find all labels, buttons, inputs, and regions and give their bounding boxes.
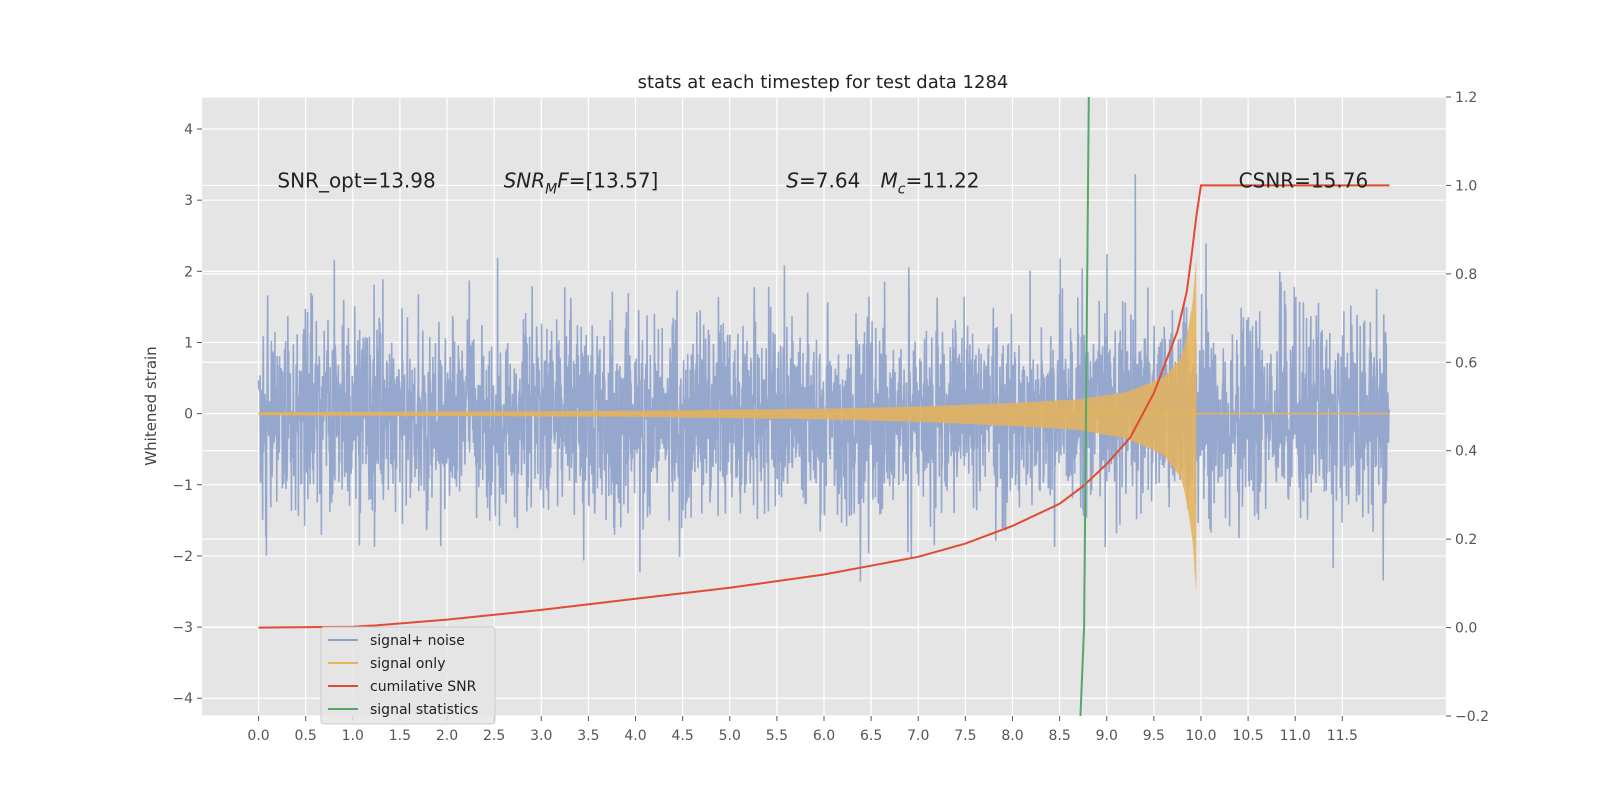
- annotation-s: S=7.64: [786, 168, 860, 192]
- signal-noise-series: [257, 174, 1391, 582]
- x-tick-label: 0.0: [247, 728, 269, 744]
- legend: signal+ noise signal only cumilative SNR si…: [320, 626, 496, 725]
- y-axis-label: Whitened strain: [142, 346, 160, 465]
- line-series: [258, 97, 1390, 716]
- x-tick-label: 9.0: [1096, 728, 1118, 744]
- legend-label: signal statistics: [370, 702, 478, 718]
- x-tick-label: 6.5: [860, 728, 882, 744]
- legend-label: signal only: [370, 656, 445, 672]
- signal-only-envelope: [258, 257, 1197, 594]
- x-tick-label: 1.0: [342, 728, 364, 744]
- y2-tick-label: −0.2: [1455, 709, 1489, 725]
- y2-tick-label: 0.2: [1455, 532, 1477, 548]
- y-tick-label: 4: [184, 122, 193, 138]
- y-tick-label: 1: [184, 335, 193, 351]
- y-tick-label: −4: [172, 691, 193, 707]
- y2-tick-label: 0.6: [1455, 355, 1477, 371]
- x-tick-label: 5.0: [719, 728, 741, 744]
- y-tick-label: 3: [184, 193, 193, 209]
- y-tick-label: −3: [172, 620, 193, 636]
- y2-tick-label: 0.8: [1455, 267, 1477, 283]
- y2-tick-label: 0.0: [1455, 621, 1477, 637]
- x-tick-label: 1.5: [389, 728, 411, 744]
- y2-tick-label: 1.2: [1455, 90, 1477, 106]
- x-tick-label: 10.5: [1233, 728, 1264, 744]
- legend-label: cumilative SNR: [370, 679, 477, 695]
- signal-statistics-line: [1079, 97, 1090, 716]
- x-tick-label: 6.0: [813, 728, 835, 744]
- x-tick-label: 0.5: [295, 728, 317, 744]
- y-tick-label: −1: [172, 478, 193, 494]
- y2-tick-label: 1.0: [1455, 178, 1477, 194]
- y-tick-label: 0: [184, 407, 193, 423]
- y2-tick-label: 0.4: [1455, 444, 1477, 460]
- legend-label: signal+ noise: [370, 633, 465, 649]
- x-tick-label: 7.5: [954, 728, 976, 744]
- x-tick-label: 2.0: [436, 728, 458, 744]
- annotation-snr-mf: SNRMF=[13.57]: [504, 168, 659, 197]
- x-tick-label: 3.5: [577, 728, 599, 744]
- x-tick-label: 7.0: [907, 728, 929, 744]
- signal-only-series: [258, 257, 1390, 594]
- chart-title: stats at each timestep for test data 128…: [638, 72, 1009, 93]
- cumilative-snr-line: [258, 184, 1390, 629]
- x-tick-label: 4.0: [624, 728, 646, 744]
- signal-noise-line: [257, 174, 1391, 582]
- annotation-snr-opt: SNR_opt=13.98: [277, 168, 435, 192]
- x-tick-label: 4.5: [672, 728, 694, 744]
- y-tick-label: −2: [172, 549, 193, 565]
- x-tick-label: 5.5: [766, 728, 788, 744]
- annotation-csnr: CSNR=15.76: [1239, 168, 1369, 192]
- x-tick-label: 2.5: [483, 728, 505, 744]
- annotations: SNR_opt=13.98 SNRMF=[13.57] S=7.64 Mc=11.22…: [277, 168, 1368, 197]
- x-tick-label: 9.5: [1143, 728, 1165, 744]
- x-tick-label: 8.5: [1048, 728, 1070, 744]
- legend-box: [320, 626, 496, 725]
- x-tick-label: 3.0: [530, 728, 552, 744]
- x-tick-label: 8.0: [1001, 728, 1023, 744]
- x-tick-label: 11.0: [1280, 728, 1311, 744]
- y-tick-label: 2: [184, 264, 193, 280]
- annotation-mc: Mc=11.22: [881, 168, 980, 197]
- x-tick-label: 11.5: [1327, 728, 1358, 744]
- x-tick-label: 10.0: [1185, 728, 1216, 744]
- axes: 0.0 0.5 1.0 1.5 2.0 2.5 3.0 3.5 4.0 4.5 5.0 5.5 6.0 6…: [172, 90, 1489, 744]
